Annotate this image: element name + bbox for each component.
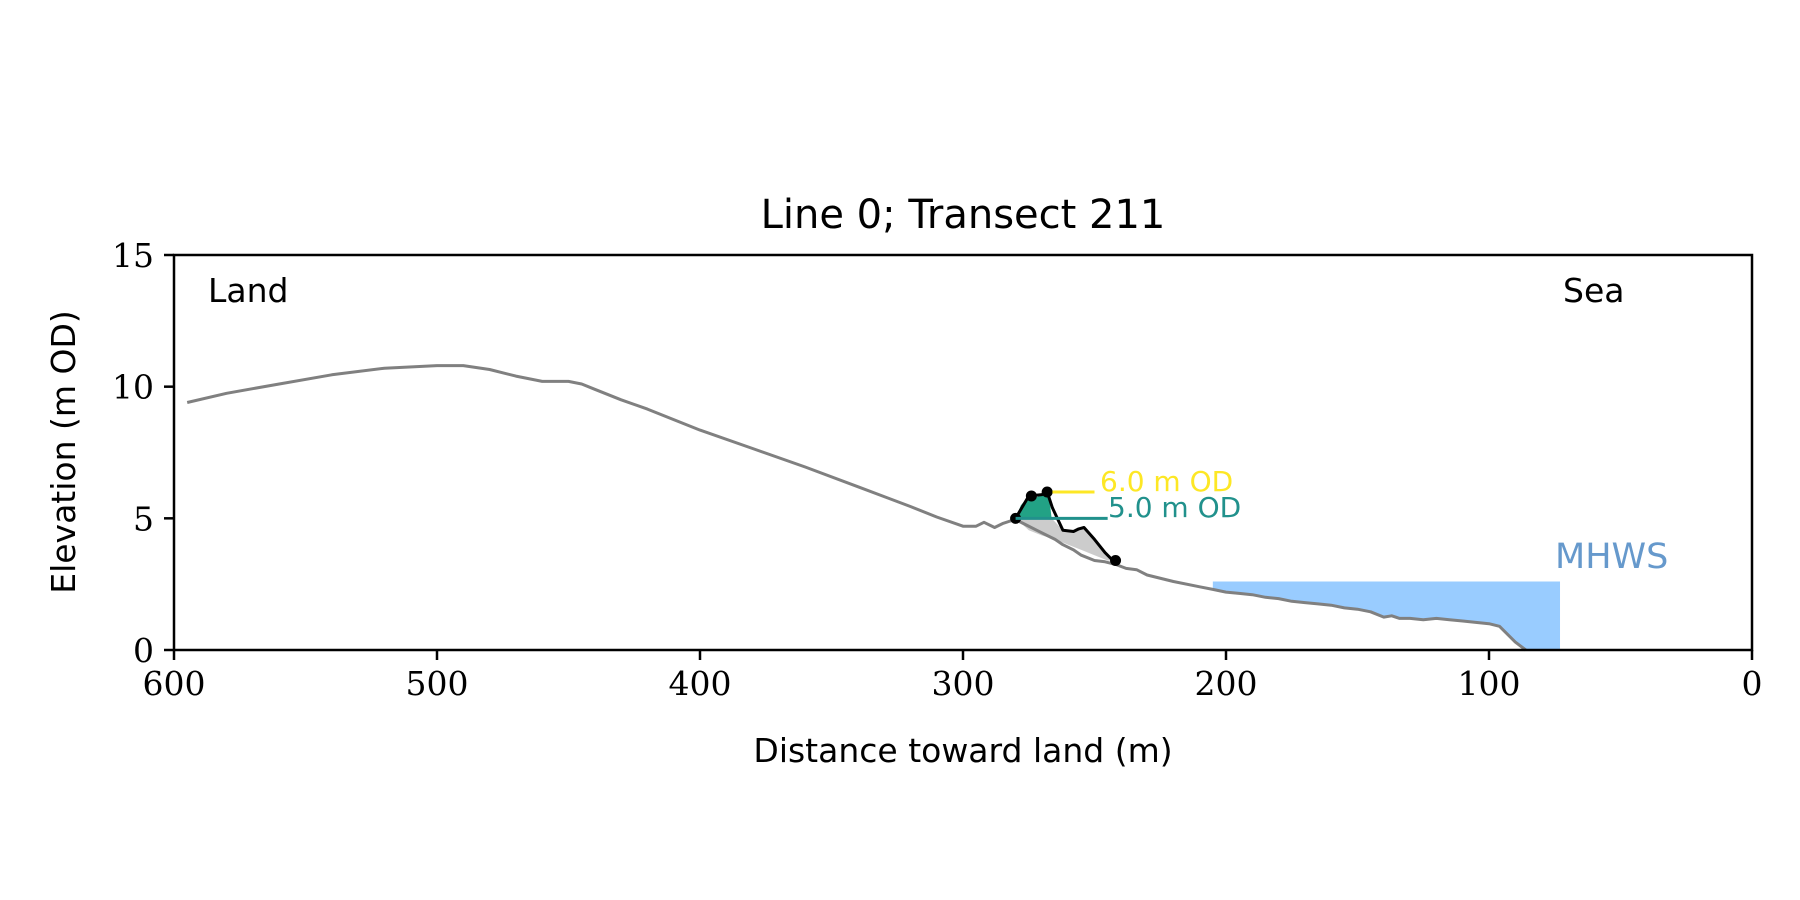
mhws-label: MHWS <box>1555 537 1668 577</box>
y-axis: 0 5 10 15 <box>112 236 174 670</box>
fills-layer <box>1015 492 1561 650</box>
volume-above-5m-area <box>1015 492 1052 519</box>
dune-point <box>1025 490 1037 502</box>
dune-point <box>1041 486 1053 498</box>
chart-title: Line 0; Transect 211 <box>761 192 1166 238</box>
sea-annotation: Sea <box>1563 271 1624 310</box>
y-tick-label: 15 <box>112 236 154 275</box>
profile-line <box>186 364 1527 652</box>
volume-below-5m-area <box>1015 518 1113 561</box>
y-tick-label: 5 <box>133 499 154 538</box>
y-tick-label: 10 <box>112 368 154 407</box>
x-tick-label: 600 <box>143 664 206 703</box>
x-tick-label: 400 <box>669 664 732 703</box>
y-tick-label: 0 <box>133 631 154 670</box>
dune-point <box>1110 554 1122 566</box>
land-annotation: Land <box>208 271 288 310</box>
x-tick-label: 0 <box>1742 664 1763 703</box>
lines-layer <box>186 364 1527 652</box>
x-tick-label: 300 <box>932 664 995 703</box>
plot-area <box>186 364 1561 652</box>
y-axis-label: Elevation (m OD) <box>44 310 83 594</box>
x-axis-label: Distance toward land (m) <box>753 731 1172 770</box>
dune-profile-line <box>1014 490 1116 562</box>
points-layer <box>1010 486 1122 566</box>
level-5-label: 5.0 m OD <box>1108 491 1241 524</box>
x-axis: 600 500 400 300 200 100 0 <box>143 650 1763 703</box>
x-tick-label: 100 <box>1458 664 1521 703</box>
level-lines-layer <box>1015 490 1108 520</box>
level-6-label: 6.0 m OD <box>1100 465 1233 498</box>
x-tick-label: 200 <box>1195 664 1258 703</box>
x-tick-label: 500 <box>406 664 469 703</box>
